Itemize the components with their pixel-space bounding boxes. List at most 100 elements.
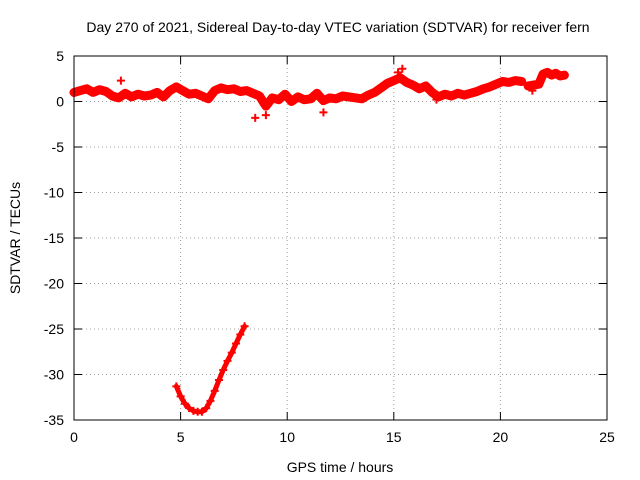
data-point [240, 322, 249, 331]
x-tick-label: 5 [177, 429, 185, 445]
data-point [172, 82, 181, 91]
data-point [223, 356, 232, 365]
data-point [293, 92, 302, 101]
y-tick-label: -10 [44, 185, 64, 201]
data-point [127, 92, 136, 101]
data-point [116, 76, 125, 85]
y-tick-label: 0 [56, 94, 64, 110]
data-point [197, 407, 206, 416]
axis-ticks: 0 5 10 15 20 25 5 0 -5 -10 -15 -20 -25 -30 -35 [44, 48, 615, 445]
data-point [274, 95, 283, 104]
data-point [229, 84, 238, 93]
data-point [338, 92, 347, 101]
data-point [133, 90, 142, 99]
y-axis-title: SDTVAR / TECUs [7, 182, 23, 294]
data-point [261, 111, 270, 120]
data-point [227, 348, 236, 357]
data-point [402, 78, 411, 87]
data-point [255, 92, 264, 101]
data-point [261, 102, 270, 111]
data-point [319, 108, 328, 117]
data-point [191, 89, 200, 98]
data-point [396, 73, 405, 82]
data-point [153, 88, 162, 97]
data-point [202, 404, 211, 413]
data-point [101, 87, 110, 96]
data-point [421, 82, 430, 91]
data-point [453, 89, 462, 98]
data-point [306, 94, 315, 103]
data-point [185, 404, 194, 413]
data-point [357, 94, 366, 103]
data-point [528, 86, 537, 95]
data-point [398, 64, 407, 73]
x-axis-title: GPS time / hours [287, 459, 394, 475]
data-point [172, 382, 181, 391]
data-point [95, 85, 104, 94]
data-point [176, 392, 185, 401]
data-point [242, 86, 251, 95]
x-tick-label: 10 [279, 429, 295, 445]
data-point [287, 97, 296, 106]
data-point [517, 77, 526, 86]
data-point [114, 93, 123, 102]
data-point [313, 89, 322, 98]
y-tick-label: -30 [44, 367, 64, 383]
y-tick-label: -25 [44, 321, 64, 337]
data-point [472, 87, 481, 96]
y-tick-label: -20 [44, 276, 64, 292]
chart-title: Day 270 of 2021, Sidereal Day-to-day VTE… [86, 19, 589, 35]
data-point [492, 80, 501, 89]
data-point [108, 92, 117, 101]
y-tick-label: -5 [52, 139, 65, 155]
series-outliers [116, 64, 537, 122]
data-point [332, 94, 341, 103]
data-points [69, 64, 569, 416]
data-point [197, 92, 206, 101]
data-point [236, 330, 245, 339]
data-point [178, 86, 187, 95]
data-point [82, 84, 91, 93]
x-tick-label: 20 [493, 429, 509, 445]
data-point [466, 89, 475, 98]
data-point [408, 81, 417, 90]
data-point [180, 399, 189, 408]
data-point [551, 69, 560, 78]
data-point [217, 83, 226, 92]
grid-lines [74, 56, 607, 420]
data-point [504, 78, 513, 87]
data-point [370, 88, 379, 97]
data-point [165, 86, 174, 95]
data-point [389, 76, 398, 85]
data-point [377, 83, 386, 92]
data-point [121, 89, 130, 98]
data-point [485, 82, 494, 91]
data-point [232, 339, 241, 348]
data-point [251, 113, 260, 122]
data-point [268, 93, 277, 102]
data-point [219, 365, 228, 374]
y-tick-label: 5 [56, 48, 64, 64]
data-point [447, 92, 456, 101]
series-dip-arc [172, 322, 249, 416]
data-point [76, 86, 85, 95]
y-tick-label: -35 [44, 412, 64, 428]
data-point [432, 95, 441, 104]
data-point [204, 94, 213, 103]
data-point [415, 84, 424, 93]
data-point [460, 91, 469, 100]
data-point [249, 89, 258, 98]
data-point [383, 79, 392, 88]
data-point [428, 88, 437, 97]
data-point [210, 386, 219, 395]
data-point [206, 396, 215, 405]
data-point [560, 71, 569, 80]
data-point [89, 88, 98, 97]
data-point [479, 84, 488, 93]
data-point [440, 90, 449, 99]
x-tick-label: 25 [599, 429, 615, 445]
data-point [539, 70, 548, 79]
y-tick-label: -15 [44, 230, 64, 246]
